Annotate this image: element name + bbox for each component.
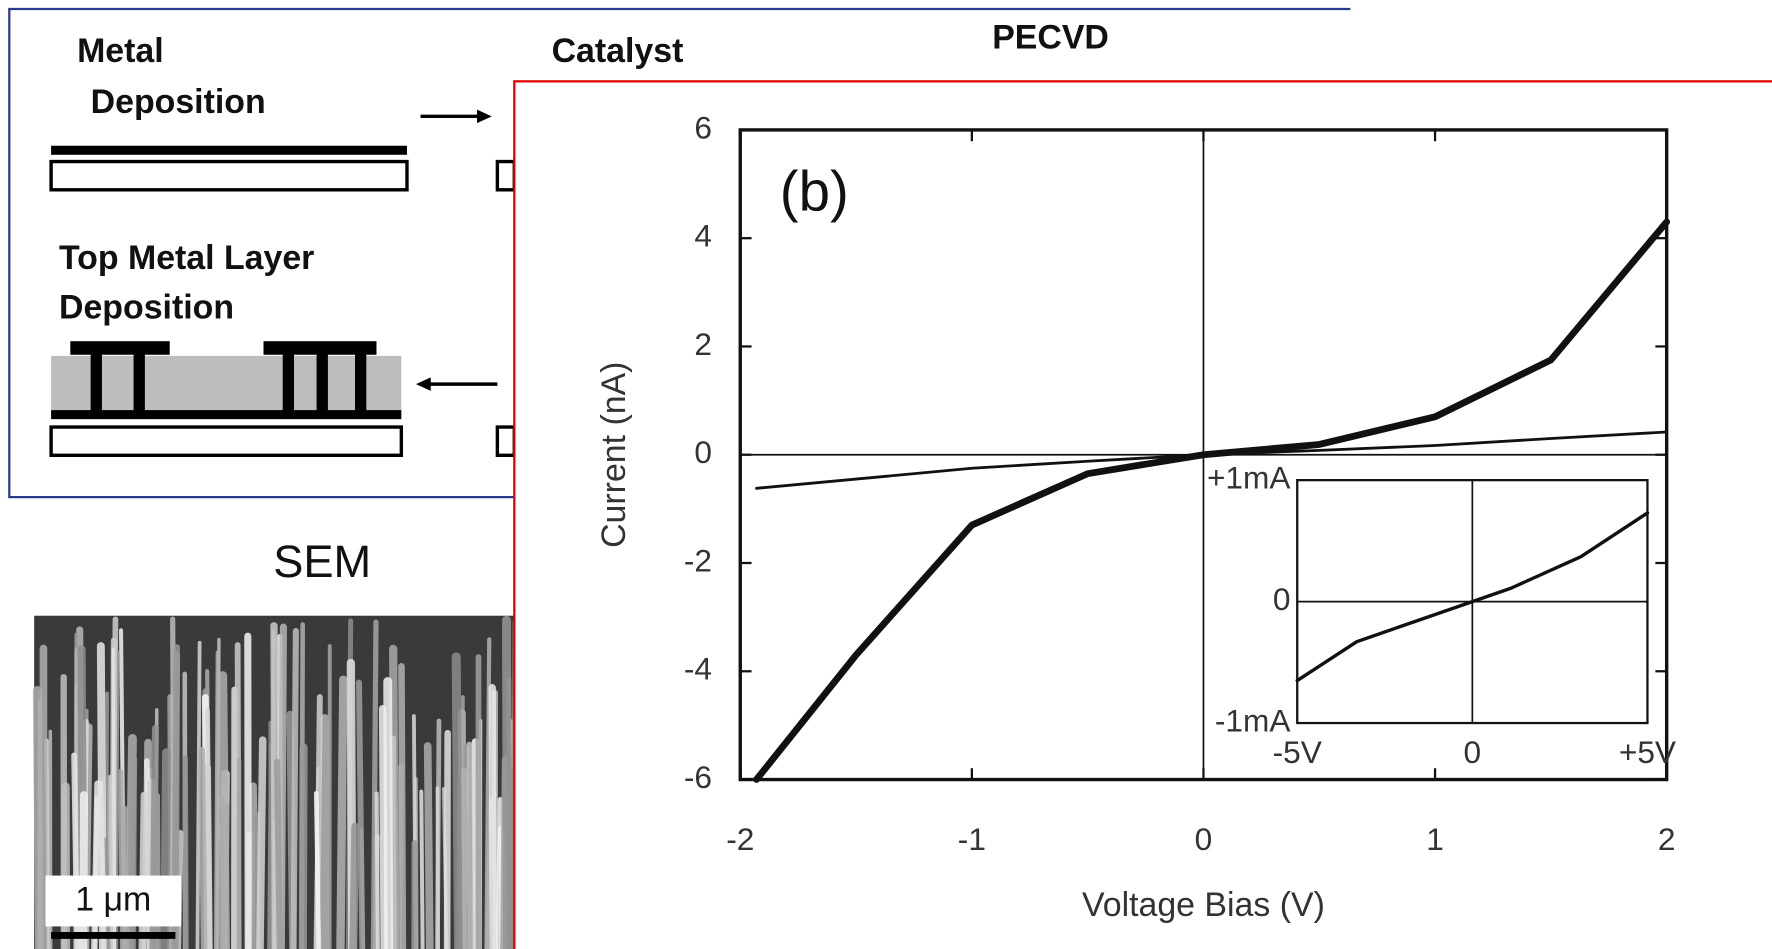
metal-layer xyxy=(51,145,407,155)
sem-fiber xyxy=(298,743,308,949)
sem-fiber xyxy=(213,650,221,949)
sem-fiber xyxy=(349,822,360,949)
data-line xyxy=(1295,511,1650,683)
sem-fiber xyxy=(419,789,425,949)
sem-fiber xyxy=(273,758,284,949)
sem-fiber xyxy=(336,675,348,949)
annotation: (b) xyxy=(780,159,849,222)
x-tick-label: -2 xyxy=(726,821,754,857)
y-tick-label: +1mA xyxy=(1207,460,1291,496)
x-tick-label: +5V xyxy=(1619,734,1676,770)
sem-fiber xyxy=(451,652,464,949)
scale-bar-label: 1 μm xyxy=(75,881,151,919)
sem-fiber xyxy=(466,741,474,949)
sem-fiber xyxy=(443,729,451,949)
y-tick-label: -2 xyxy=(684,542,712,578)
sem-fiber xyxy=(488,684,498,949)
y-axis-label: Current (nA) xyxy=(595,362,633,548)
arrow-head xyxy=(477,109,492,124)
sem-fiber xyxy=(378,705,388,949)
substrate xyxy=(49,425,404,457)
pillars xyxy=(51,341,402,420)
sem-fiber xyxy=(218,671,231,949)
sem-fiber xyxy=(359,827,365,949)
sem-fiber xyxy=(182,755,189,949)
y-tick-label: 6 xyxy=(694,109,712,145)
sem-fiber xyxy=(290,627,299,949)
y-tick-label: 0 xyxy=(694,434,712,470)
y-tick-label: 0 xyxy=(1273,581,1291,617)
diagram-label: Top Metal Layer xyxy=(59,239,314,277)
sem-fiber xyxy=(313,790,322,949)
substrate xyxy=(495,425,517,457)
substrate xyxy=(49,159,409,192)
sem-fiber xyxy=(195,640,202,949)
y-tick-label: 2 xyxy=(694,326,712,362)
diagram-label: Deposition xyxy=(59,289,234,327)
diagram-label: PECVD xyxy=(992,19,1109,57)
diagram-label: Deposition xyxy=(91,83,266,121)
sem-fiber xyxy=(390,735,397,949)
x-tick-label: 2 xyxy=(1658,821,1676,857)
x-tick-label: -1 xyxy=(958,821,986,857)
sem-fiber xyxy=(383,676,394,949)
x-tick-label: 0 xyxy=(1464,734,1482,770)
y-tick-label: -6 xyxy=(684,759,712,795)
arrow-head xyxy=(416,377,431,391)
sem-fiber xyxy=(495,797,503,949)
x-tick-label: 0 xyxy=(1195,821,1213,857)
diagram-border xyxy=(8,7,1351,499)
diagram-label: Metal xyxy=(77,32,164,70)
sem-fiber xyxy=(374,791,381,949)
diagram-label: Catalyst xyxy=(552,32,684,70)
y-tick-label: -4 xyxy=(684,651,712,687)
sem-fiber xyxy=(484,637,492,949)
sem-fiber xyxy=(370,619,379,949)
sem-fiber xyxy=(461,767,469,949)
dielectric xyxy=(51,355,402,411)
sem-fiber xyxy=(198,746,208,949)
sem-fiber xyxy=(205,708,213,949)
x-tick-label: 1 xyxy=(1426,821,1444,857)
sem-title: SEM xyxy=(273,536,371,587)
sem-fiber xyxy=(32,685,45,949)
sem-fiber xyxy=(398,663,407,949)
sem-fiber xyxy=(435,786,440,949)
y-tick-label: 4 xyxy=(694,218,712,254)
sem-fiber xyxy=(256,736,267,949)
y-tick-label: -1mA xyxy=(1215,702,1291,738)
data-line xyxy=(755,430,1669,490)
sem-fiber xyxy=(268,720,274,949)
sem-fiber xyxy=(423,742,434,949)
substrate xyxy=(495,159,517,192)
sem-fiber xyxy=(502,615,512,949)
sem-fiber xyxy=(506,676,514,949)
scale-bar-box xyxy=(45,875,182,927)
x-axis-label: Voltage Bias (V) xyxy=(1082,886,1325,924)
charts: -6 -4 -2 0 2 4 6 -2 -1 0 1 2 (b) Voltage Bias (V) Curr… xyxy=(595,109,1676,924)
x-tick-label: -5V xyxy=(1273,734,1322,770)
